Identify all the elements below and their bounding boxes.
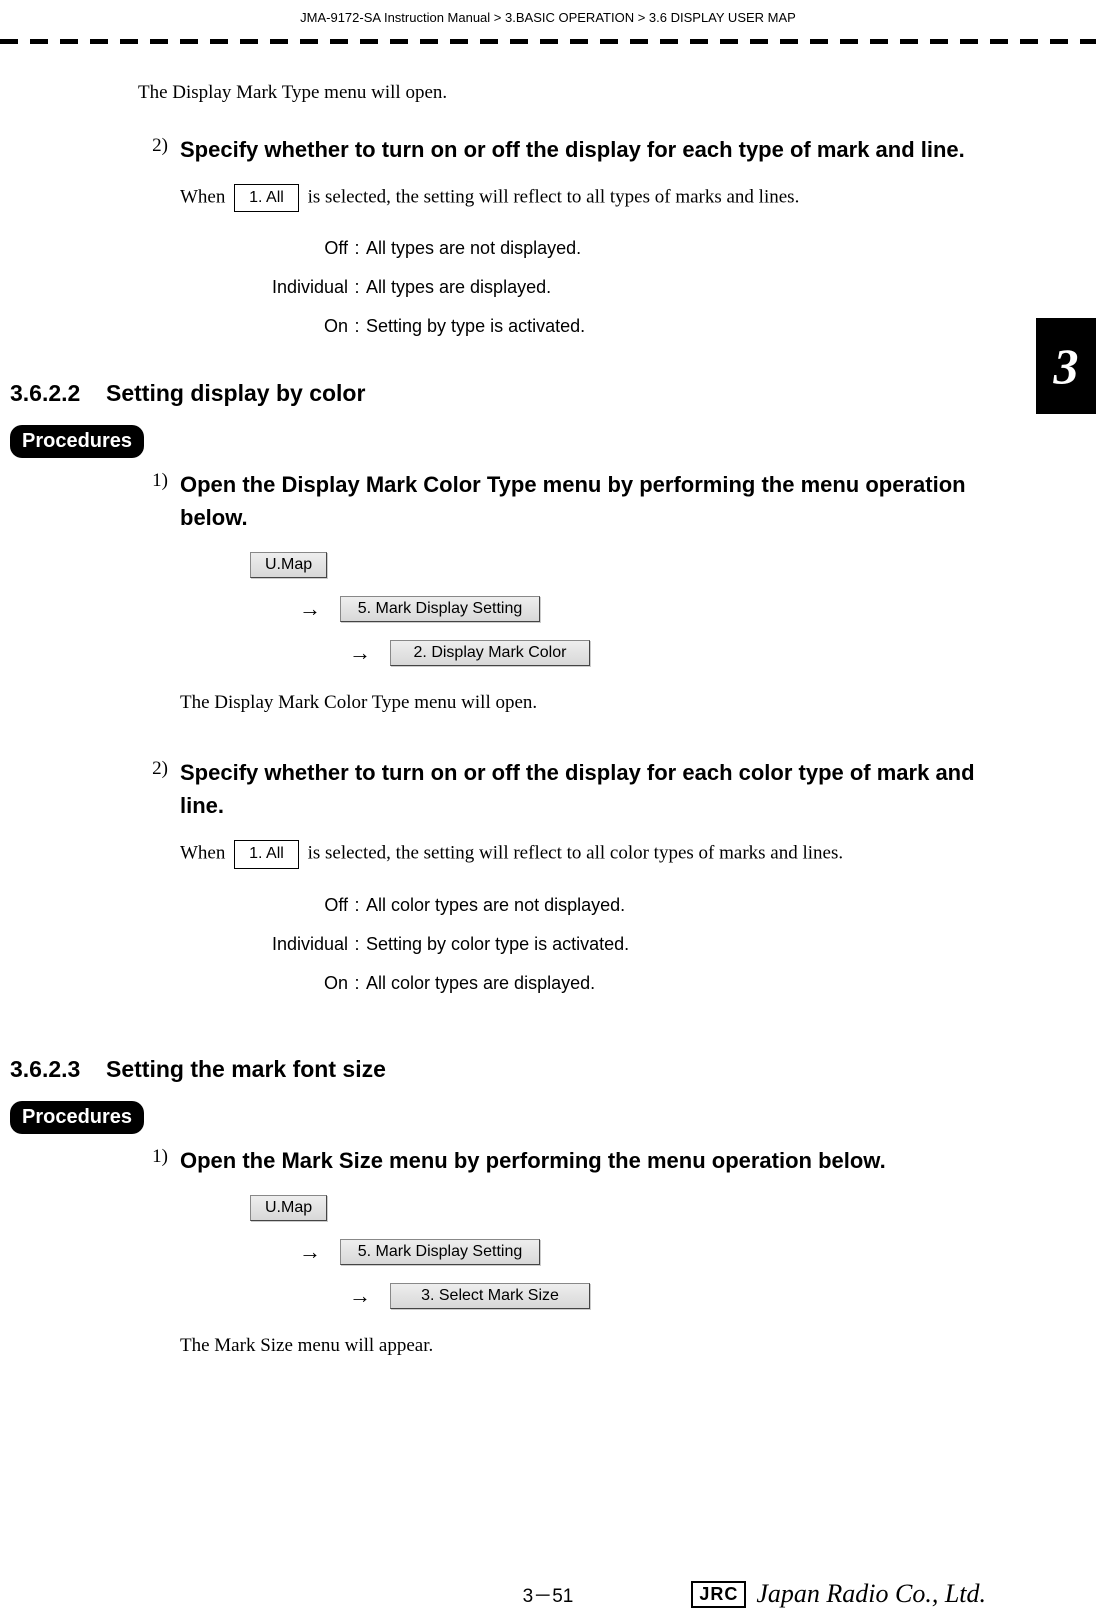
def-colon: : (348, 314, 366, 339)
umap-button[interactable]: U.Map (250, 1195, 327, 1221)
arrow-icon: → (330, 1283, 390, 1309)
intro-text: The Display Mark Type menu will open. (138, 80, 976, 107)
all-option-button[interactable]: 1. All (234, 184, 299, 212)
def-desc: All types are displayed. (366, 275, 976, 300)
menu-path-b: U.Map → 5. Mark Display Setting → 2. Dis… (250, 552, 976, 666)
def-colon: : (348, 893, 366, 918)
section-title: Setting display by color (106, 380, 365, 406)
step-number: 2) (138, 756, 180, 780)
def-label: Individual (138, 275, 348, 300)
display-mark-color-button[interactable]: 2. Display Mark Color (390, 640, 590, 666)
def-desc: All types are not displayed. (366, 236, 976, 261)
when-after: is selected, the setting will reflect to… (303, 186, 800, 207)
def-label: Individual (138, 932, 348, 957)
mark-display-setting-button[interactable]: 5. Mark Display Setting (340, 596, 540, 622)
when-before: When (180, 843, 230, 864)
definitions-1: Off : All types are not displayed. Indiv… (138, 236, 976, 340)
menu-line: U.Map (250, 1195, 976, 1221)
procedures-badge: Procedures (10, 425, 144, 458)
when-after: is selected, the setting will reflect to… (303, 843, 843, 864)
step-title: Open the Mark Size menu by performing th… (180, 1144, 976, 1177)
arrow-icon: → (280, 1239, 340, 1265)
step-number: 2) (138, 133, 180, 157)
def-colon: : (348, 932, 366, 957)
menu-line: U.Map (250, 552, 976, 578)
company-name: Japan Radio Co., Ltd. (756, 1579, 986, 1609)
breadcrumb-part-3: 3.6 DISPLAY USER MAP (649, 10, 796, 25)
def-desc: Setting by color type is activated. (366, 932, 976, 957)
def-label: On (138, 314, 348, 339)
step-1c: 1) Open the Mark Size menu by performing… (138, 1144, 976, 1386)
menu-line: → 2. Display Mark Color (330, 640, 976, 666)
footer-logo: JRC Japan Radio Co., Ltd. (691, 1579, 986, 1609)
section-heading-3623: 3.6.2.3Setting the mark font size (0, 1056, 976, 1083)
def-label: Off (138, 893, 348, 918)
def-desc: Setting by type is activated. (366, 314, 976, 339)
def-label: On (138, 971, 348, 996)
section-heading-3622: 3.6.2.2Setting display by color (0, 380, 976, 407)
step-title: Specify whether to turn on or off the di… (180, 133, 976, 166)
breadcrumb-part-1: JMA-9172-SA Instruction Manual (300, 10, 490, 25)
def-colon: : (348, 971, 366, 996)
def-row: On : Setting by type is activated. (138, 314, 976, 339)
section-title: Setting the mark font size (106, 1056, 386, 1082)
def-desc: All color types are displayed. (366, 971, 976, 996)
section-number: 3.6.2.3 (10, 1056, 106, 1083)
page-number: 3－51 (523, 1581, 574, 1608)
mark-display-setting-button[interactable]: 5. Mark Display Setting (340, 1239, 540, 1265)
def-colon: : (348, 236, 366, 261)
when-before: When (180, 186, 230, 207)
all-option-button[interactable]: 1. All (234, 840, 299, 868)
select-mark-size-button[interactable]: 3. Select Mark Size (390, 1283, 590, 1309)
menu-line: → 3. Select Mark Size (330, 1283, 976, 1309)
def-row: Off : All color types are not displayed. (138, 893, 976, 918)
breadcrumb-sep-1: > (490, 10, 505, 25)
step-number: 1) (138, 468, 180, 492)
step-1b: 1) Open the Display Mark Color Type menu… (138, 468, 976, 743)
breadcrumb: JMA-9172-SA Instruction Manual > 3.BASIC… (0, 0, 1096, 31)
menu-open-text: The Display Mark Color Type menu will op… (180, 690, 976, 717)
menu-line: → 5. Mark Display Setting (280, 1239, 976, 1265)
menu-open-text: The Mark Size menu will appear. (180, 1333, 976, 1360)
step-when-text: When 1. All is selected, the setting wil… (180, 184, 976, 212)
step-2b: 2) Specify whether to turn on or off the… (138, 756, 976, 868)
step-title: Open the Display Mark Color Type menu by… (180, 468, 976, 534)
arrow-icon: → (330, 640, 390, 666)
procedures-badge: Procedures (10, 1101, 144, 1134)
def-label: Off (138, 236, 348, 261)
definitions-2: Off : All color types are not displayed.… (138, 893, 976, 997)
def-desc: All color types are not displayed. (366, 893, 976, 918)
menu-path-c: U.Map → 5. Mark Display Setting → 3. Sel… (250, 1195, 976, 1309)
step-number: 1) (138, 1144, 180, 1168)
def-row: Off : All types are not displayed. (138, 236, 976, 261)
breadcrumb-part-2: 3.BASIC OPERATION (505, 10, 634, 25)
step-2a: 2) Specify whether to turn on or off the… (138, 133, 976, 212)
def-row: Individual : All types are displayed. (138, 275, 976, 300)
dashed-divider (0, 39, 1096, 44)
step-title: Specify whether to turn on or off the di… (180, 756, 976, 822)
def-colon: : (348, 275, 366, 300)
breadcrumb-sep-2: > (634, 10, 649, 25)
jrc-logo: JRC (691, 1581, 746, 1608)
umap-button[interactable]: U.Map (250, 552, 327, 578)
menu-line: → 5. Mark Display Setting (280, 596, 976, 622)
step-when-text: When 1. All is selected, the setting wil… (180, 840, 976, 868)
def-row: Individual : Setting by color type is ac… (138, 932, 976, 957)
arrow-icon: → (280, 596, 340, 622)
def-row: On : All color types are displayed. (138, 971, 976, 996)
section-number: 3.6.2.2 (10, 380, 106, 407)
